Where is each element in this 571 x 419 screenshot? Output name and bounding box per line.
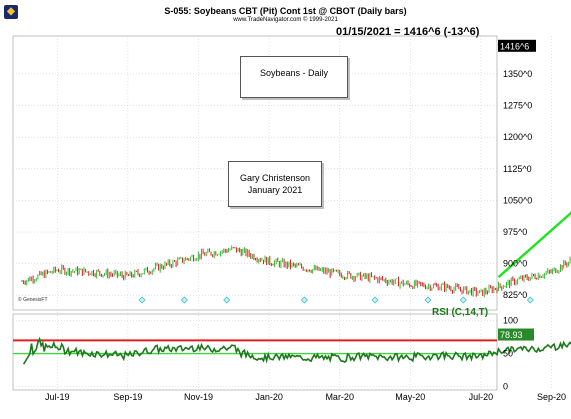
cycle-marker-icon (526, 296, 534, 304)
credit-text: www.TradeNavigator.com © 1999-2021 (233, 17, 338, 23)
x-tick-label: Sep-20 (537, 392, 566, 402)
annotation-author: Gary Christenson (239, 173, 311, 183)
genesis-credit: © GenesisFT (18, 297, 48, 303)
cycle-marker-icon (424, 296, 432, 304)
x-tick-label: Sep-19 (113, 392, 142, 402)
x-tick-label: Mar-20 (325, 392, 354, 402)
x-tick-label: Nov-19 (184, 392, 213, 402)
y-tick-label: 1125^0 (503, 164, 532, 174)
rsi-value-tag (498, 328, 534, 341)
tradenavigator-logo-icon: ◆ (4, 5, 18, 19)
y-tick-label: 1200^0 (503, 132, 532, 142)
price-panel-frame (12, 35, 498, 311)
x-tick-label: May-20 (395, 392, 425, 402)
support-trendline (497, 211, 571, 279)
rsi-tick-label: 100 (503, 316, 518, 326)
y-tick-label: 1050^0 (503, 195, 532, 205)
cycle-marker-icon (223, 296, 231, 304)
cycle-marker-icon (138, 296, 146, 304)
y-tick-label: 1275^0 (503, 101, 532, 111)
y-tick-label: 1350^0 (503, 69, 532, 79)
y-tick-label: 975^0 (503, 227, 527, 237)
annotation-text: Soybeans - Daily (259, 68, 329, 78)
cycle-marker-icon (371, 296, 379, 304)
x-tick-label: Jul-19 (45, 392, 70, 402)
rsi-value-tag-text: 78.93 (500, 330, 523, 340)
annotation-box-author: Gary Christenson January 2021 (228, 161, 322, 207)
rsi-tick-label: 0 (503, 382, 508, 392)
last-price-tag (498, 39, 536, 52)
cycle-marker-icon (459, 296, 467, 304)
cycle-marker-icon (300, 296, 308, 304)
cycle-marker-icon (180, 296, 188, 304)
y-tick-label: 825^0 (503, 290, 527, 300)
chart-title: S-055: Soybeans CBT (Pit) Cont 1st @ CBO… (164, 6, 407, 16)
x-tick-label: Jul-20 (469, 392, 494, 402)
rsi-label: RSI (C,14,T) (432, 307, 489, 318)
annotation-date: January 2021 (247, 185, 303, 195)
y-tick-label: 900^0 (503, 259, 527, 269)
annotation-box-soybeans: Soybeans - Daily (240, 56, 348, 98)
rsi-tick-label: 50 (503, 349, 513, 359)
last-price-tag-text: 1416^6 (500, 41, 529, 51)
rsi-line (22, 336, 571, 365)
last-quote: 01/15/2021 = 1416^6 (-13^6) (336, 26, 480, 38)
x-tick-label: Jan-20 (255, 392, 283, 402)
